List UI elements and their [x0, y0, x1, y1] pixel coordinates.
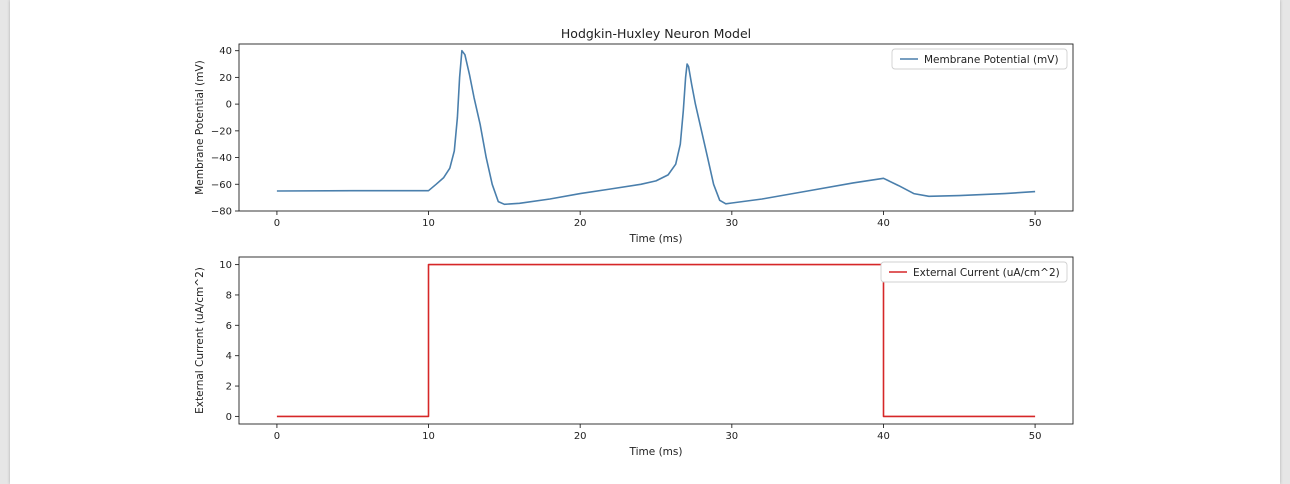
y-tick-label: −40 [211, 153, 232, 164]
y-tick-label: 0 [226, 100, 232, 111]
x-tick-label: 20 [574, 431, 587, 442]
legend-box [880, 261, 1068, 283]
plot-frame [238, 43, 1074, 212]
y-tick-label: 4 [226, 351, 232, 362]
plot-frame [238, 256, 1074, 425]
x-tick-label: 40 [877, 431, 890, 442]
x-tick-label: 10 [422, 431, 435, 442]
y-tick-label: −80 [211, 207, 232, 218]
x-tick-label: 40 [877, 218, 890, 229]
y-tick-label: 10 [219, 260, 232, 271]
x-tick-label: 50 [1029, 431, 1042, 442]
x-tick-label: 30 [725, 431, 738, 442]
x-tick-label: 50 [1029, 218, 1042, 229]
y-axis-label: External Current (uA/cm^2) [194, 267, 206, 414]
y-tick-label: −20 [211, 126, 232, 137]
y-tick-label: 8 [226, 290, 232, 301]
y-tick-label: 20 [219, 73, 232, 84]
x-tick-label: 0 [274, 431, 280, 442]
x-tick-label: 30 [725, 218, 738, 229]
series-line-membrane-potential [276, 49, 1036, 206]
y-tick-label: 6 [226, 321, 232, 332]
y-tick-label: 0 [226, 412, 232, 423]
series-line-external-current [276, 263, 1036, 418]
y-tick-label: −60 [211, 180, 232, 191]
legend-label: External Current (uA/cm^2) [913, 267, 1060, 279]
x-tick-label: 20 [574, 218, 587, 229]
x-tick-label: 10 [422, 218, 435, 229]
figure-page: Hodgkin-Huxley Neuron Model 0 10 20 30 40 50 40… [10, 0, 1280, 484]
legend-box [891, 48, 1068, 70]
x-axis-label: Time (ms) [629, 446, 683, 458]
x-axis-label: Time (ms) [629, 233, 683, 245]
chart-title: Hodgkin-Huxley Neuron Model [561, 26, 751, 41]
y-tick-label: 2 [226, 382, 232, 393]
y-tick-label: 40 [219, 46, 232, 57]
legend-label: Membrane Potential (mV) [924, 54, 1059, 66]
x-tick-label: 0 [274, 218, 280, 229]
y-axis-label: Membrane Potential (mV) [194, 60, 206, 195]
